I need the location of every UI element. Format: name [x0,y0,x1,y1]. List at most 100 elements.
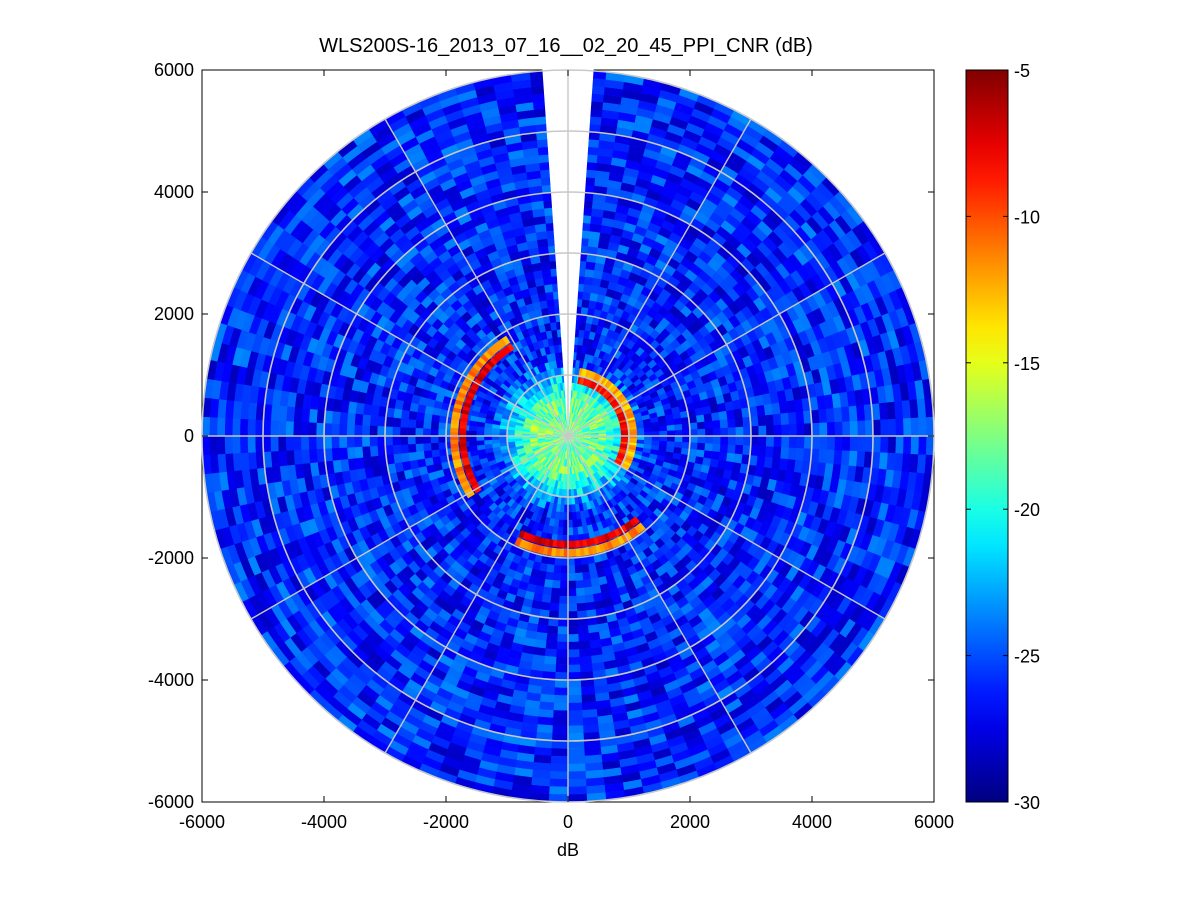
heatmap-cell [685,402,696,412]
heatmap-cell [712,420,721,430]
heatmap-cell [635,382,646,391]
heatmap-cell [621,346,632,357]
heatmap-cell [660,484,671,494]
heatmap-cell [570,450,573,459]
heatmap-cell [508,384,518,393]
heatmap-cell [556,359,562,369]
heatmap-cell [545,414,552,421]
heatmap-cell [338,422,348,436]
heatmap-cell [544,432,553,435]
heatmap-cell [795,411,805,426]
heatmap-cell [595,446,604,452]
heatmap-cell [415,442,424,452]
heatmap-cell [526,399,535,408]
heatmap-cell [522,423,532,429]
heatmap-cell [563,443,567,452]
heatmap-cell [308,407,318,423]
heatmap-cell [552,436,561,439]
heatmap-cell [513,459,522,467]
heatmap-cell [538,693,555,703]
heatmap-cell [518,497,527,507]
heatmap-cell [849,436,859,453]
heatmap-cell [818,449,828,465]
heatmap-cell [505,486,515,496]
heatmap-cell [513,484,523,493]
heatmap-cell [577,472,583,481]
heatmap-cell [578,446,585,454]
heatmap-cell [567,519,573,528]
heatmap-cell [529,456,538,464]
heatmap-cell [546,442,555,447]
heatmap-cell [641,364,652,375]
heatmap-cell [649,412,658,419]
heatmap-cell [663,408,673,416]
heatmap-cell [602,449,611,455]
heatmap-cell [544,346,551,355]
heatmap-cell [582,337,590,347]
heatmap-cell [587,406,594,414]
heatmap-cell [407,426,416,436]
heatmap-cell [584,451,591,458]
heatmap-cell [685,461,696,471]
heatmap-cell [517,452,527,458]
heatmap-cell [516,387,526,396]
heatmap-cell [566,710,583,719]
heatmap-cell [530,512,538,522]
heatmap-cell [579,392,585,401]
heatmap-cell [590,429,599,433]
heatmap-cell [542,492,550,502]
heatmap-cell [556,457,561,466]
heatmap-cell [604,517,614,528]
heatmap-cell [596,341,605,351]
heatmap-cell [533,374,541,384]
heatmap-cell [546,525,554,535]
heatmap-cell [579,384,585,393]
heatmap-cell [848,450,858,468]
heatmap-cell [530,458,539,465]
heatmap-cell [613,379,623,388]
heatmap-cell [400,443,409,454]
heatmap-cell [506,463,516,471]
heatmap-cell [293,448,303,465]
heatmap-cell [540,475,548,484]
heatmap-cell [546,425,555,430]
heatmap-cell [625,470,635,479]
heatmap-cell [849,420,859,438]
heatmap-cell [490,466,501,475]
heatmap-cell [536,716,554,726]
heatmap-cell [634,393,644,402]
heatmap-cell [561,489,566,498]
heatmap-cell [554,448,560,456]
heatmap-cell [567,557,575,566]
heatmap-cell [604,443,614,449]
heatmap-cell [509,452,519,458]
heatmap-cell [780,447,790,461]
heatmap-cell [522,439,531,444]
heatmap-cell [679,410,689,419]
heatmap-cell [503,457,513,465]
heatmap-cell [569,473,573,482]
heatmap-cell [596,470,604,478]
heatmap-cell [575,602,587,612]
heatmap-cell [757,445,767,458]
heatmap-cell [493,393,503,402]
heatmap-cell [377,425,386,436]
heatmap-cell [522,491,531,501]
heatmap-cell [499,442,508,447]
heatmap-cell [628,500,639,511]
heatmap-cell [588,444,597,449]
heatmap-cell [561,405,565,414]
heatmap-cell [657,415,667,423]
heatmap-cell [316,434,325,450]
heatmap-cell [501,358,511,368]
heatmap-cell [596,394,605,403]
heatmap-cell [575,406,580,415]
heatmap-cell [538,424,547,429]
heatmap-cell [571,473,576,482]
heatmap-cell [586,467,594,476]
heatmap-cell [567,512,573,521]
heatmap-cell [572,405,577,414]
heatmap-cell [539,445,548,450]
heatmap-cell [579,445,587,452]
heatmap-cell [544,322,552,332]
